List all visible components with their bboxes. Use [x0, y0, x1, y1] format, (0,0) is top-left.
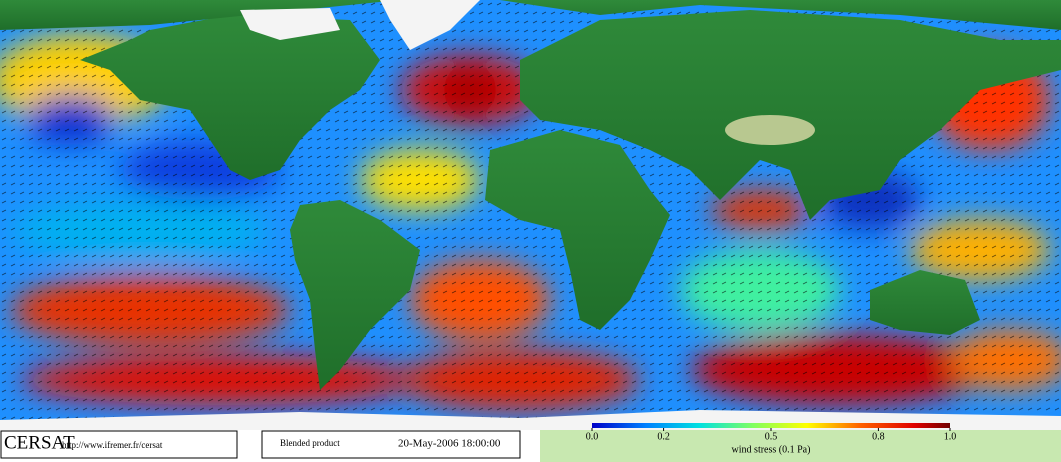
colorbar-label: wind stress (0.1 Pa): [732, 444, 811, 455]
colorbar-tick-label: 0.8: [872, 431, 885, 442]
product: Blended product: [280, 438, 340, 448]
logo: CERSAT: [4, 432, 75, 453]
land: [0, 0, 1061, 390]
colorbar-tick-label: 0.0: [586, 431, 599, 442]
date: 20-May-2006 18:00:00: [398, 438, 501, 450]
colorbar-tick-label: 1.0: [944, 431, 957, 442]
colorbar-tick-label: 0.2: [657, 431, 670, 442]
colorbar-tick-label: 0.5: [765, 431, 778, 442]
logo-box: [0, 430, 238, 459]
footer-land: [540, 430, 1061, 462]
url: http://www.ifremer.fr/cersat: [62, 440, 163, 450]
product-box: [261, 430, 521, 459]
colorbar: [592, 423, 950, 428]
